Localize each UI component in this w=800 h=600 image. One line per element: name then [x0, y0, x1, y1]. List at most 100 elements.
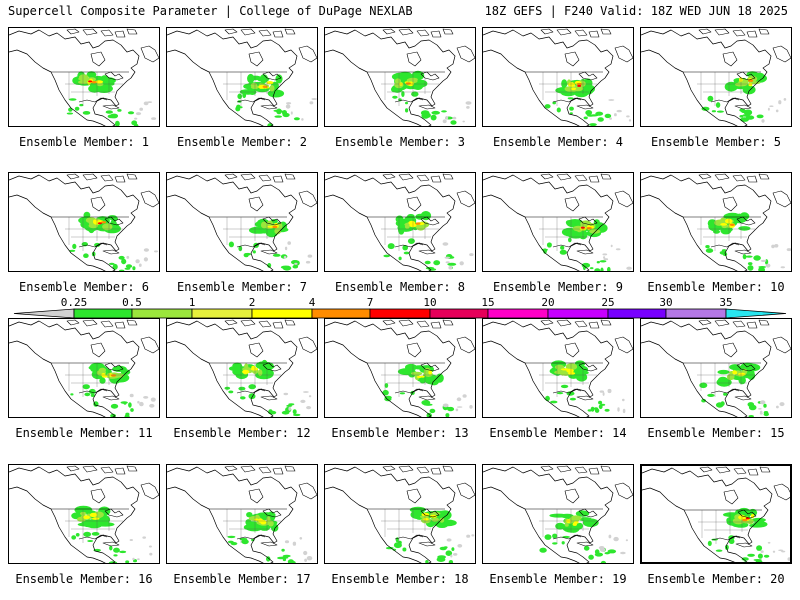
ensemble-panel-11[interactable] — [8, 318, 160, 418]
arctic-island — [240, 173, 256, 181]
scp-contour — [266, 81, 274, 85]
scp-contour — [91, 517, 100, 520]
hudson-bay — [248, 342, 264, 358]
scp-contour — [126, 255, 130, 259]
scp-contour — [268, 520, 274, 527]
scp-contour — [311, 98, 317, 100]
scp-contour — [604, 113, 612, 119]
scp-contour — [118, 255, 125, 260]
scp-field — [69, 211, 158, 271]
scp-contour — [384, 383, 389, 388]
ensemble-panel-12[interactable] — [166, 318, 318, 418]
ensemble-panel-4[interactable] — [482, 27, 634, 127]
scp-contour — [715, 549, 723, 552]
scp-contour — [138, 263, 142, 267]
scp-contour — [459, 261, 464, 266]
ensemble-panel-20[interactable] — [640, 464, 792, 564]
arctic-island — [140, 336, 159, 354]
colorbar-tick-label: 0.25 — [61, 296, 88, 309]
great-lakes — [420, 508, 440, 518]
ensemble-panel-19[interactable] — [482, 464, 634, 564]
ensemble-panel-10[interactable] — [640, 172, 792, 272]
scp-contour — [582, 518, 599, 527]
arctic-island — [442, 28, 454, 35]
ensemble-panel-2[interactable] — [166, 27, 318, 127]
scp-contour — [442, 119, 447, 124]
hudson-bay — [564, 196, 580, 212]
cuba — [102, 249, 120, 255]
scp-contour — [71, 535, 77, 540]
arctic-island — [540, 28, 554, 35]
cuba — [576, 395, 594, 401]
scp-contour — [569, 106, 574, 111]
scp-field — [699, 362, 785, 417]
arctic-island — [540, 465, 554, 472]
scp-contour — [235, 106, 241, 112]
arctic-island — [66, 173, 80, 180]
ensemble-panel-1[interactable] — [8, 27, 160, 127]
cuba — [102, 395, 120, 401]
arctic-island — [126, 28, 138, 35]
arctic-island — [114, 321, 126, 329]
scp-contour — [90, 393, 95, 397]
arctic-island — [272, 30, 284, 38]
ensemble-panel-8[interactable] — [324, 172, 476, 272]
ensemble-panel-18[interactable] — [324, 464, 476, 564]
ensemble-panel-17[interactable] — [166, 464, 318, 564]
colorbar-segment — [607, 308, 667, 319]
scp-contour — [707, 95, 714, 102]
ensemble-panel-7[interactable] — [166, 172, 318, 272]
arctic-island — [416, 29, 430, 37]
scp-contour — [115, 120, 120, 126]
scp-contour — [445, 116, 449, 120]
ensemble-panel-13[interactable] — [324, 318, 476, 418]
scp-field — [70, 362, 156, 417]
gulf-coast — [394, 242, 424, 248]
scp-contour — [242, 92, 247, 99]
scp-contour — [569, 112, 573, 115]
scp-contour — [589, 123, 597, 126]
scp-contour — [283, 392, 289, 396]
scp-contour — [607, 266, 611, 271]
scp-contour — [758, 266, 767, 268]
colorbar-segment — [311, 308, 371, 319]
scp-contour — [614, 113, 617, 117]
scp-contour — [729, 223, 735, 226]
map-3 — [325, 28, 475, 126]
ensemble-panel-3[interactable] — [324, 27, 476, 127]
coastline — [9, 29, 140, 126]
hudson-bay — [406, 196, 422, 212]
ensemble-panel-14[interactable] — [482, 318, 634, 418]
scp-contour — [622, 398, 625, 402]
arctic-island — [758, 28, 770, 35]
hudson-bay — [722, 342, 738, 358]
ensemble-panel-5[interactable] — [640, 27, 792, 127]
scp-contour — [448, 560, 454, 563]
ensemble-panel-6[interactable] — [8, 172, 160, 272]
scp-contour — [121, 258, 127, 265]
scp-contour — [82, 384, 90, 390]
scp-contour — [738, 226, 751, 231]
ensemble-panel-9[interactable] — [482, 172, 634, 272]
ensemble-panel-16[interactable] — [8, 464, 160, 564]
scp-contour — [455, 408, 459, 412]
scp-contour — [739, 108, 746, 112]
cuba — [418, 395, 436, 401]
ensemble-panel-15[interactable] — [640, 318, 792, 418]
arctic-island — [298, 45, 317, 63]
scp-contour — [284, 540, 290, 544]
arctic-island — [588, 30, 600, 38]
scp-contour — [560, 245, 565, 250]
scp-contour — [626, 115, 630, 118]
scp-contour — [760, 259, 767, 262]
scp-contour — [757, 553, 763, 559]
scp-contour — [442, 242, 449, 246]
scp-contour — [774, 244, 779, 248]
scp-contour — [466, 534, 471, 538]
ensemble-member-label-1: Ensemble Member: 1 — [18, 135, 150, 149]
scp-contour — [74, 106, 80, 111]
hudson-bay — [723, 489, 739, 505]
scp-contour — [569, 397, 576, 401]
scp-contour — [307, 254, 313, 258]
scp-contour — [457, 406, 463, 408]
